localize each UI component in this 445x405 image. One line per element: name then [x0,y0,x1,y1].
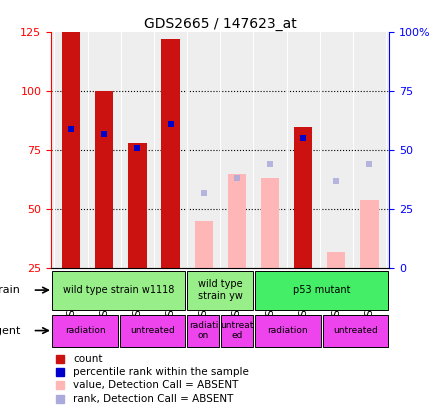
Bar [62,32,80,268]
Bar [52,271,186,310]
Text: untreated: untreated [130,326,175,335]
Text: p53 mutant: p53 mutant [293,285,351,295]
Text: value, Detection Call = ABSENT: value, Detection Call = ABSENT [73,380,239,390]
Text: wild type strain w1118: wild type strain w1118 [63,285,174,295]
Text: untreated: untreated [333,326,378,335]
Bar [95,91,113,268]
Bar [255,271,388,310]
Bar [120,315,186,347]
Text: radiati
on: radiati on [189,321,218,340]
Bar [255,315,321,347]
Bar [221,315,253,347]
Bar [187,315,219,347]
Text: radiation: radiation [267,326,308,335]
Text: radiation: radiation [65,326,105,335]
Text: rank, Detection Call = ABSENT: rank, Detection Call = ABSENT [73,394,234,404]
Bar [323,315,388,347]
Text: strain: strain [0,285,21,295]
Text: count: count [73,354,103,364]
Bar [228,174,246,268]
Text: agent: agent [0,326,21,336]
Bar [294,127,312,268]
Bar [261,179,279,268]
Bar [360,200,379,268]
Title: GDS2665 / 147623_at: GDS2665 / 147623_at [144,17,297,31]
Bar [194,221,213,268]
Bar [162,39,180,268]
Bar [128,143,146,268]
Text: untreat
ed: untreat ed [221,321,254,340]
Bar [52,315,118,347]
Bar [187,271,253,310]
Text: wild type
strain yw: wild type strain yw [198,279,243,301]
Bar [327,252,345,268]
Text: percentile rank within the sample: percentile rank within the sample [73,367,249,377]
